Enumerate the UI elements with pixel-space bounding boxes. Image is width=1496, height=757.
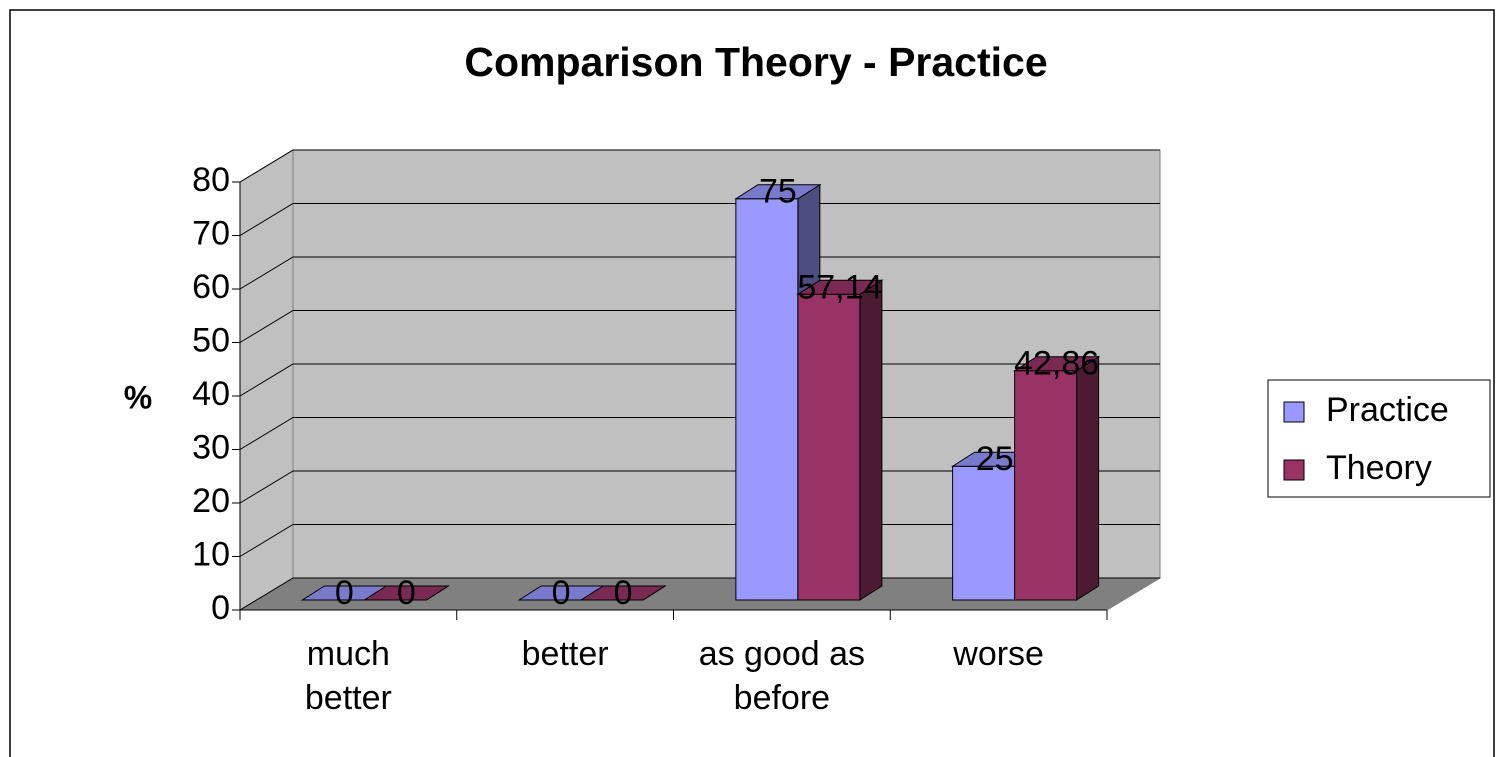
bar-top — [362, 585, 451, 601]
bar-top — [579, 585, 667, 601]
legend-swatch — [1283, 459, 1305, 481]
y-tick-label: 40 — [192, 375, 230, 413]
y-tick-label: 0 — [211, 589, 230, 627]
bar-top — [796, 279, 884, 295]
legend-label: Theory — [1326, 449, 1432, 487]
y-tick-label: 60 — [192, 268, 230, 306]
bar — [735, 198, 799, 601]
legend-label: Practice — [1326, 391, 1449, 429]
x-tick-label: worse — [953, 635, 1044, 673]
chart-title: Comparison Theory - Practice — [464, 39, 1047, 85]
y-tick-label: 50 — [192, 321, 230, 359]
data-label: 57,14 — [797, 268, 882, 306]
data-label: 0 — [552, 574, 571, 612]
legend-swatch — [1283, 401, 1305, 423]
y-tick-label: 70 — [192, 214, 230, 252]
y-tick-label: 80 — [192, 161, 230, 199]
grid-line — [239, 149, 1160, 183]
grid-line — [239, 256, 1160, 290]
bar-side — [1076, 355, 1100, 601]
data-label: 42,86 — [1014, 345, 1099, 383]
bar — [1014, 370, 1078, 601]
data-label: 0 — [614, 574, 633, 612]
bar — [797, 293, 861, 601]
data-label: 25 — [976, 440, 1014, 478]
data-label: 75 — [759, 173, 797, 211]
data-label: 0 — [397, 574, 416, 612]
y-tick-label: 30 — [192, 428, 230, 466]
grid-line — [239, 203, 1160, 236]
legend-box — [1267, 379, 1491, 498]
y-tick-label: 20 — [192, 482, 230, 520]
y-axis-label: % — [124, 379, 152, 415]
x-tick-label: much better — [304, 635, 392, 717]
y-tick-label: 10 — [192, 535, 230, 573]
x-tick-label: as good as before — [698, 635, 866, 717]
bar-top — [734, 184, 822, 200]
bar-side — [859, 279, 883, 601]
bar — [952, 465, 1016, 601]
bar-top — [1012, 356, 1101, 372]
x-tick-label: better — [521, 635, 609, 673]
data-label: 0 — [335, 574, 354, 612]
